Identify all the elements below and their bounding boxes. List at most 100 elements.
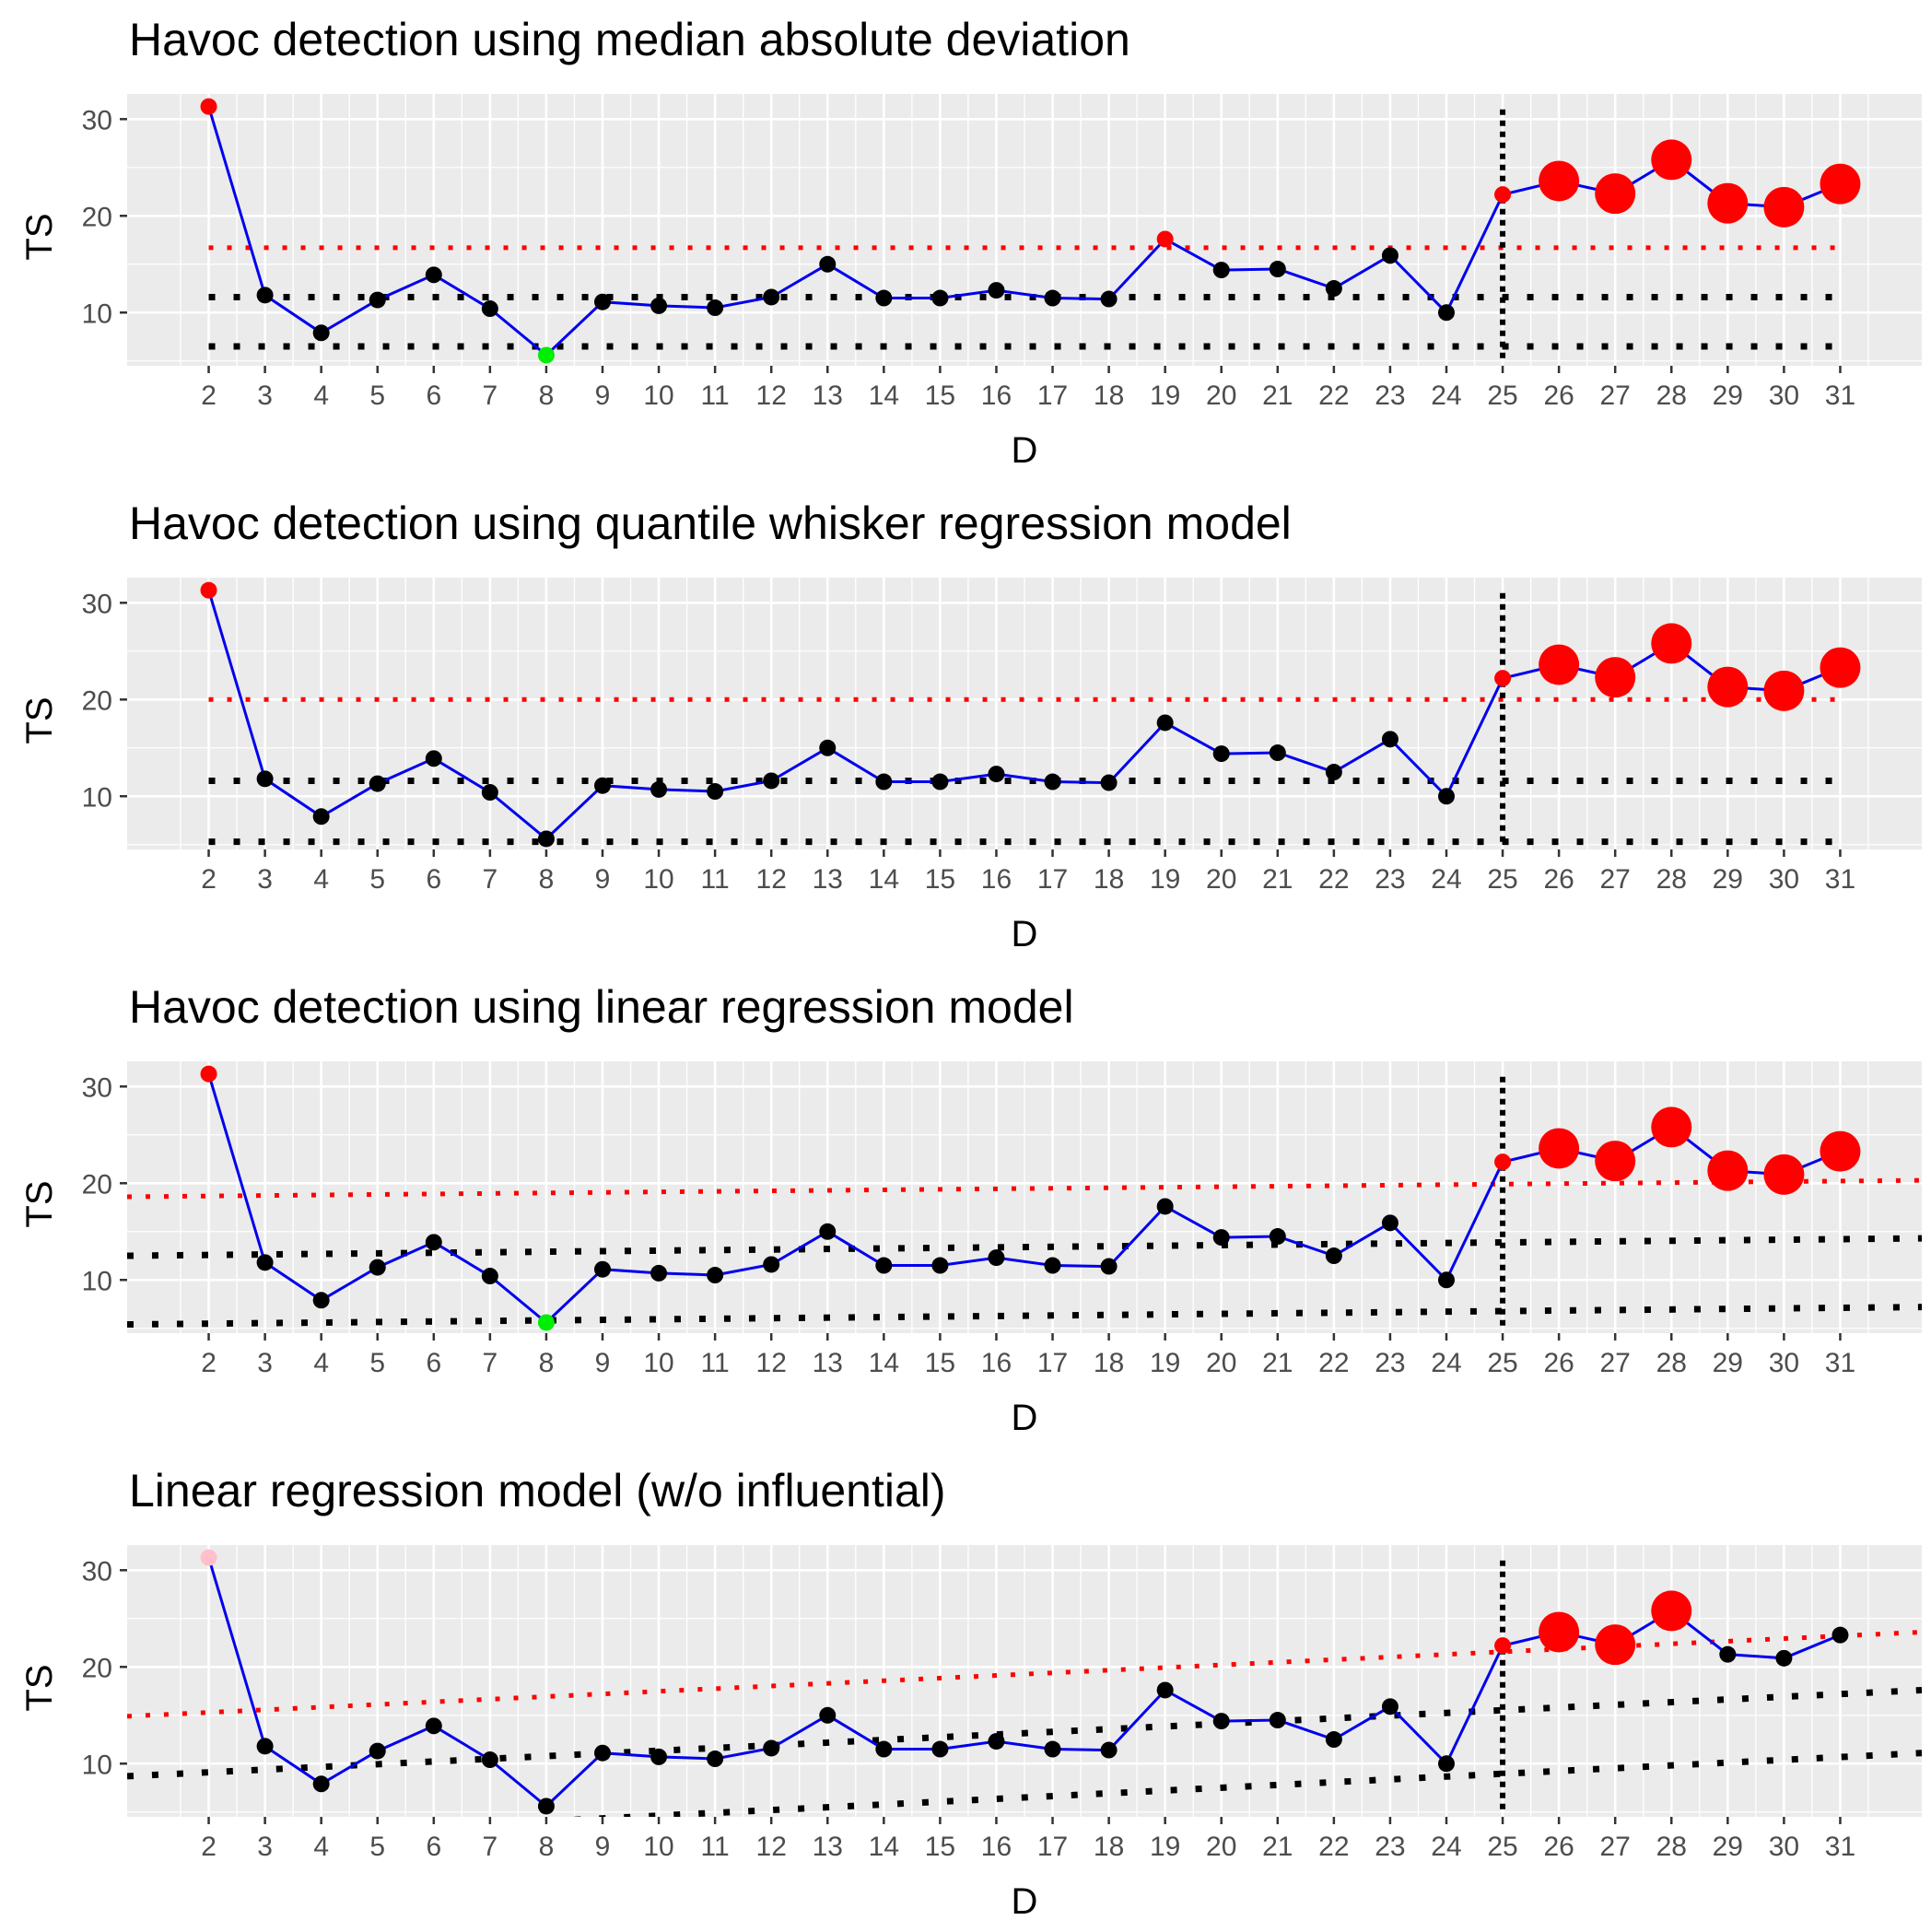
- x-tick-label: 26: [1543, 381, 1574, 411]
- data-point: [707, 1751, 724, 1768]
- outlier-point-large: [1651, 1107, 1692, 1148]
- data-point: [200, 1065, 217, 1083]
- data-point: [1381, 1698, 1399, 1715]
- x-tick-label: 20: [1206, 1348, 1236, 1378]
- x-tick-label: 2: [201, 864, 217, 895]
- data-point: [1156, 230, 1174, 248]
- x-tick-label: 16: [981, 1832, 1012, 1862]
- data-point: [763, 288, 780, 306]
- x-tick-label: 23: [1375, 864, 1405, 895]
- outlier-point-large: [1651, 1590, 1692, 1632]
- outlier-point-large: [1763, 1153, 1805, 1195]
- data-point: [200, 1549, 217, 1566]
- x-tick-label: 22: [1318, 381, 1349, 411]
- x-tick-label: 25: [1487, 1832, 1517, 1862]
- data-point: [931, 1257, 949, 1274]
- x-tick-label: 19: [1150, 1832, 1180, 1862]
- data-point: [1832, 1626, 1849, 1644]
- x-tick-label: 16: [981, 381, 1012, 411]
- x-tick-label: 9: [595, 381, 611, 411]
- outlier-point-large: [1595, 1624, 1636, 1666]
- data-point: [481, 1268, 498, 1285]
- data-point: [1381, 1214, 1399, 1232]
- lower-threshold-line: [127, 1304, 1922, 1329]
- x-tick-label: 27: [1600, 381, 1631, 411]
- x-tick-label: 29: [1713, 864, 1743, 895]
- data-point: [650, 297, 668, 314]
- data-point: [1437, 1755, 1455, 1773]
- x-tick-label: 31: [1825, 1832, 1855, 1862]
- x-tick-label: 17: [1037, 864, 1068, 895]
- data-point: [763, 1739, 780, 1757]
- x-tick-label: 28: [1656, 1348, 1687, 1378]
- data-point: [537, 1797, 555, 1815]
- x-tick-label: 30: [1769, 381, 1799, 411]
- x-tick-label: 15: [925, 1832, 955, 1862]
- x-tick-label: 30: [1769, 1348, 1799, 1378]
- data-point: [1325, 764, 1342, 781]
- x-tick-label: 17: [1037, 381, 1068, 411]
- y-axis-label: TS: [19, 213, 60, 260]
- x-tick-label: 7: [483, 1832, 498, 1862]
- y-tick-label: 20: [82, 1653, 112, 1683]
- x-tick-label: 11: [701, 1348, 730, 1378]
- x-tick-label: 31: [1825, 1348, 1855, 1378]
- data-point: [931, 1740, 949, 1758]
- outlier-point-large: [1539, 1611, 1580, 1653]
- x-tick-label: 8: [539, 864, 555, 895]
- x-tick-label: 2: [201, 1832, 217, 1862]
- y-tick-label: 30: [82, 1556, 112, 1587]
- data-point: [819, 1223, 837, 1240]
- data-point: [312, 324, 330, 342]
- x-tick-label: 20: [1206, 864, 1236, 895]
- data-point: [988, 282, 1005, 299]
- x-tick-label: 5: [369, 1832, 385, 1862]
- outlier-point-large: [1707, 1150, 1749, 1191]
- data-point: [763, 772, 780, 790]
- data-point: [312, 1775, 330, 1793]
- x-tick-label: 17: [1037, 1348, 1068, 1378]
- data-point: [1325, 280, 1342, 298]
- data-point: [1156, 1198, 1174, 1215]
- center-line: [127, 1235, 1922, 1259]
- x-tick-label: 12: [756, 1348, 787, 1378]
- data-point: [1269, 261, 1286, 278]
- x-tick-label: 4: [313, 1348, 329, 1378]
- x-tick-label: 21: [1262, 1832, 1293, 1862]
- data-point: [481, 1751, 498, 1769]
- lower-threshold-line: [568, 1750, 1922, 1817]
- outlier-point-large: [1763, 670, 1805, 711]
- y-axis-label: TS: [19, 697, 60, 744]
- x-tick-label: 10: [643, 1832, 673, 1862]
- x-tick-label: 26: [1543, 1832, 1574, 1862]
- data-point: [369, 1259, 386, 1276]
- x-tick-label: 29: [1713, 1348, 1743, 1378]
- data-point: [819, 1706, 837, 1724]
- x-tick-label: 12: [756, 864, 787, 895]
- x-tick-label: 14: [869, 1348, 899, 1378]
- upper-threshold-line: [127, 1177, 1922, 1200]
- chart-title: Havoc detection using median absolute de…: [129, 14, 1130, 65]
- x-tick-label: 28: [1656, 864, 1687, 895]
- x-tick-label: 18: [1094, 1348, 1124, 1378]
- data-point: [988, 1249, 1005, 1267]
- x-tick-label: 5: [369, 864, 385, 895]
- x-tick-label: 27: [1600, 1832, 1631, 1862]
- x-tick-label: 13: [813, 1348, 843, 1378]
- x-tick-label: 13: [813, 864, 843, 895]
- outlier-point-large: [1820, 163, 1861, 205]
- chart-panel-4: Linear regression model (w/o influential…: [19, 1465, 1922, 1922]
- y-tick-label: 10: [82, 1266, 112, 1296]
- y-tick-label: 30: [82, 1072, 112, 1103]
- x-tick-label: 15: [925, 864, 955, 895]
- x-tick-label: 11: [701, 1832, 730, 1862]
- data-point: [931, 289, 949, 307]
- data-point: [537, 1314, 555, 1331]
- outlier-point-large: [1651, 139, 1692, 181]
- data-point: [1212, 1713, 1230, 1730]
- x-tick-label: 24: [1431, 1348, 1461, 1378]
- data-point: [425, 1234, 442, 1251]
- data-point: [1494, 1153, 1512, 1171]
- data-point: [1437, 1271, 1455, 1289]
